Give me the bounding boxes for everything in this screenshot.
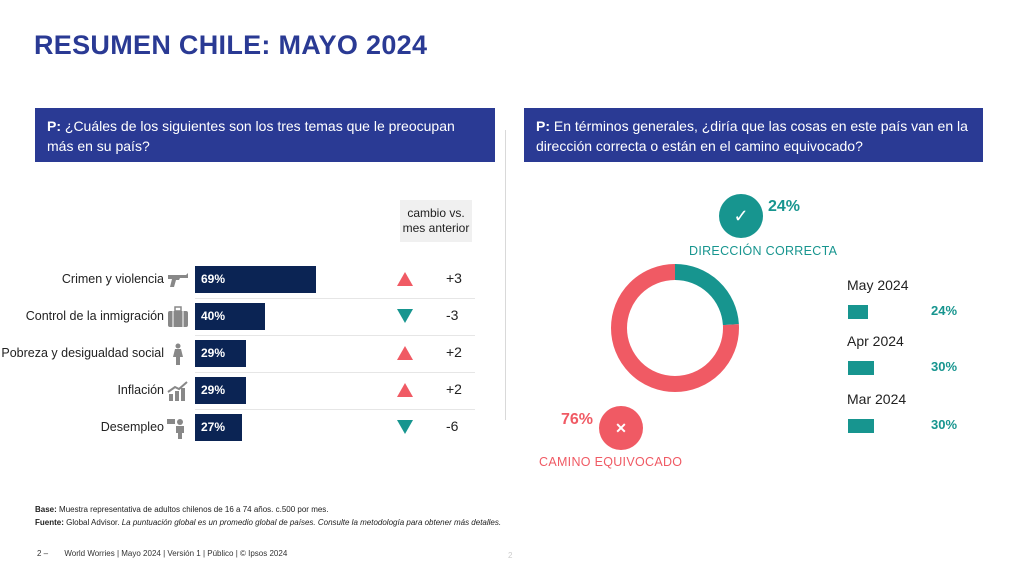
question-text: En términos generales, ¿diría que las co… <box>536 118 968 154</box>
direction-donut-chart <box>611 264 739 392</box>
correct-label: DIRECCIÓN CORRECTA <box>689 244 838 258</box>
bar: 29% <box>195 377 246 404</box>
column-divider <box>505 130 506 420</box>
wrong-percentage: 76% <box>561 411 594 428</box>
source-note: Fuente: Global Advisor. La puntuación gl… <box>35 518 501 527</box>
correct-percentage: 24% <box>768 198 801 215</box>
footer-text: World Worries | Mayo 2024 | Versión 1 | … <box>64 549 288 558</box>
check-icon: ✓ <box>719 194 763 238</box>
cross-icon: ✕ <box>599 406 643 450</box>
gun-icon <box>166 269 190 291</box>
source-text: Global Advisor. <box>66 518 120 527</box>
arrow-down-icon <box>397 420 413 434</box>
row-divider <box>195 298 475 299</box>
trend-value: 30% <box>931 417 958 432</box>
question-prefix: P: <box>47 118 61 134</box>
footer-page-number: 2 – <box>37 549 49 558</box>
base-text: Muestra representativa de adultos chilen… <box>59 505 329 514</box>
change-header-line2: mes anterior <box>402 221 470 235</box>
question-prefix: P: <box>536 118 550 134</box>
change-value: -6 <box>446 418 459 434</box>
trend-period-label: May 2024 <box>847 277 909 293</box>
bar-category-label: Pobreza y desigualdad social <box>1 346 164 360</box>
ghost-page-number: 2 <box>508 551 513 560</box>
left-question-box: P: ¿Cuáles de los siguientes son los tre… <box>35 108 495 162</box>
trend-period-label: Mar 2024 <box>847 391 907 407</box>
change-column-header: cambio vs. mes anterior <box>400 200 472 242</box>
change-value: +3 <box>446 270 462 286</box>
change-value: -3 <box>446 307 459 323</box>
right-question-box: P: En términos generales, ¿diría que las… <box>524 108 983 162</box>
bar: 69% <box>195 266 316 293</box>
bar-category-label: Inflación <box>117 383 164 397</box>
page-title: RESUMEN CHILE: MAYO 2024 <box>34 30 428 60</box>
bar-category-label: Control de la inmigración <box>25 309 164 323</box>
source-italic-text: La puntuación global es un promedio glob… <box>121 518 502 527</box>
rising-chart-icon <box>166 380 190 402</box>
source-label: Fuente: <box>35 518 64 527</box>
row-divider <box>195 335 475 336</box>
row-divider <box>195 372 475 373</box>
bar-category-label: Crimen y violencia <box>61 272 164 286</box>
change-value: +2 <box>446 381 462 397</box>
bar-category-label: Desempleo <box>100 420 164 434</box>
footer: 2 – World Worries | Mayo 2024 | Versión … <box>37 549 301 558</box>
arrow-up-icon <box>397 383 413 397</box>
donut-slice-wrong <box>611 264 739 392</box>
trend-bar <box>848 419 874 433</box>
change-header-line1: cambio vs. <box>407 206 465 220</box>
trend-value: 30% <box>931 359 958 374</box>
arrow-up-icon <box>397 272 413 286</box>
bar: 40% <box>195 303 265 330</box>
bar: 27% <box>195 414 243 441</box>
base-note: Base: Muestra representativa de adultos … <box>35 505 329 514</box>
wrong-label: CAMINO EQUIVOCADO <box>539 455 683 469</box>
luggage-icon <box>166 306 190 328</box>
row-divider <box>195 409 475 410</box>
trend-bar <box>848 305 869 319</box>
change-value: +2 <box>446 344 462 360</box>
unemployed-person-icon <box>166 417 190 439</box>
arrow-up-icon <box>397 346 413 360</box>
trend-value: 24% <box>931 303 958 318</box>
bar: 29% <box>195 340 246 367</box>
poverty-person-icon <box>166 343 190 365</box>
trend-bar <box>848 361 874 375</box>
base-label: Base: <box>35 505 57 514</box>
question-text: ¿Cuáles de los siguientes son los tres t… <box>47 118 455 154</box>
trend-period-label: Apr 2024 <box>847 333 904 349</box>
arrow-down-icon <box>397 309 413 323</box>
